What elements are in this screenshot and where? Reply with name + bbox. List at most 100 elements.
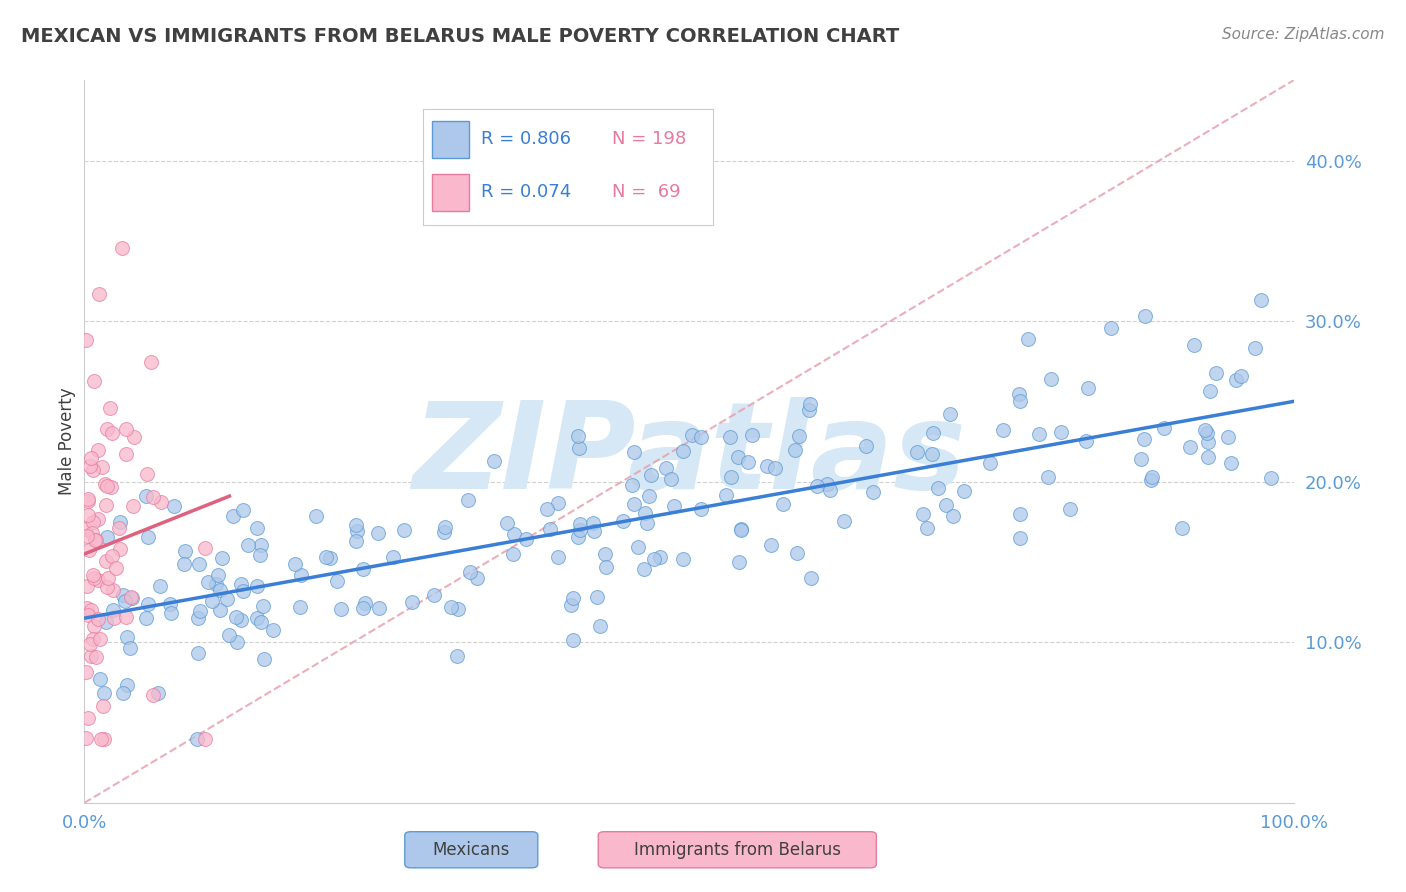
Point [935, 498, 957, 512]
Point [690, 501, 713, 516]
Point [433, 525, 456, 540]
Point [1171, 520, 1194, 534]
Point [1225, 373, 1247, 387]
Point [761, 538, 783, 552]
Point [716, 488, 738, 502]
Point [114, 422, 136, 436]
Point [94, 498, 117, 512]
Point [672, 552, 695, 566]
Point [87, 287, 110, 301]
Point [633, 562, 655, 576]
Point [107, 521, 129, 535]
Point [115, 630, 138, 644]
Point [354, 596, 377, 610]
Point [225, 610, 247, 624]
Point [94, 554, 117, 568]
FancyBboxPatch shape [599, 831, 876, 868]
Point [252, 599, 274, 613]
Point [194, 541, 217, 555]
Point [83, 533, 105, 547]
Point [207, 568, 229, 582]
Point [149, 579, 172, 593]
Point [1040, 372, 1063, 386]
Point [103, 583, 125, 598]
Point [568, 441, 591, 455]
Point [718, 430, 741, 444]
Point [787, 428, 810, 442]
Point [262, 624, 284, 638]
Point [141, 688, 163, 702]
Point [367, 526, 389, 541]
Point [661, 471, 683, 485]
Point [79, 637, 101, 651]
Point [1050, 425, 1073, 439]
Point [979, 456, 1001, 470]
Point [627, 541, 650, 555]
Point [115, 610, 138, 624]
Point [582, 516, 605, 530]
Point [447, 602, 470, 616]
Point [187, 611, 209, 625]
Point [681, 428, 703, 442]
Point [104, 560, 127, 574]
Point [562, 591, 585, 605]
Point [595, 560, 617, 574]
Point [433, 520, 456, 534]
Point [1182, 337, 1205, 351]
Point [352, 600, 374, 615]
Point [97, 571, 120, 585]
Point [187, 646, 209, 660]
Point [79, 603, 101, 617]
Point [249, 615, 271, 629]
Point [1008, 507, 1031, 521]
Point [100, 479, 122, 493]
Point [1140, 470, 1163, 484]
Point [1130, 452, 1153, 467]
Point [623, 445, 645, 459]
Text: Immigrants from Belarus: Immigrants from Belarus [634, 841, 841, 859]
Point [1153, 421, 1175, 435]
Point [80, 526, 103, 541]
Point [484, 454, 506, 468]
Point [352, 562, 374, 576]
Point [797, 402, 820, 417]
Point [160, 606, 183, 620]
Point [1028, 427, 1050, 442]
Point [209, 603, 232, 617]
Point [226, 635, 249, 649]
Point [1036, 470, 1059, 484]
Point [457, 493, 479, 508]
Point [229, 577, 252, 591]
Y-axis label: Male Poverty: Male Poverty [58, 388, 76, 495]
Point [569, 523, 592, 537]
Point [567, 530, 589, 544]
Point [82, 463, 104, 477]
Point [763, 461, 786, 475]
Point [89, 673, 111, 687]
Point [638, 489, 661, 503]
Point [991, 423, 1014, 437]
Text: MEXICAN VS IMMIGRANTS FROM BELARUS MALE POVERTY CORRELATION CHART: MEXICAN VS IMMIGRANTS FROM BELARUS MALE … [21, 27, 900, 45]
Point [495, 516, 517, 530]
Point [108, 541, 131, 556]
Point [1008, 393, 1031, 408]
Point [86, 612, 108, 626]
Point [77, 508, 100, 522]
Point [1076, 381, 1098, 395]
Point [915, 521, 938, 535]
Point [855, 439, 877, 453]
Point [330, 602, 353, 616]
Point [111, 686, 134, 700]
Point [101, 602, 124, 616]
Point [465, 571, 488, 585]
Point [623, 497, 645, 511]
Point [922, 425, 945, 440]
Point [87, 442, 110, 457]
Point [422, 588, 444, 602]
Point [90, 731, 112, 746]
Point [560, 598, 582, 612]
Point [1260, 471, 1282, 485]
Point [344, 517, 367, 532]
Point [117, 678, 139, 692]
Point [1178, 440, 1201, 454]
